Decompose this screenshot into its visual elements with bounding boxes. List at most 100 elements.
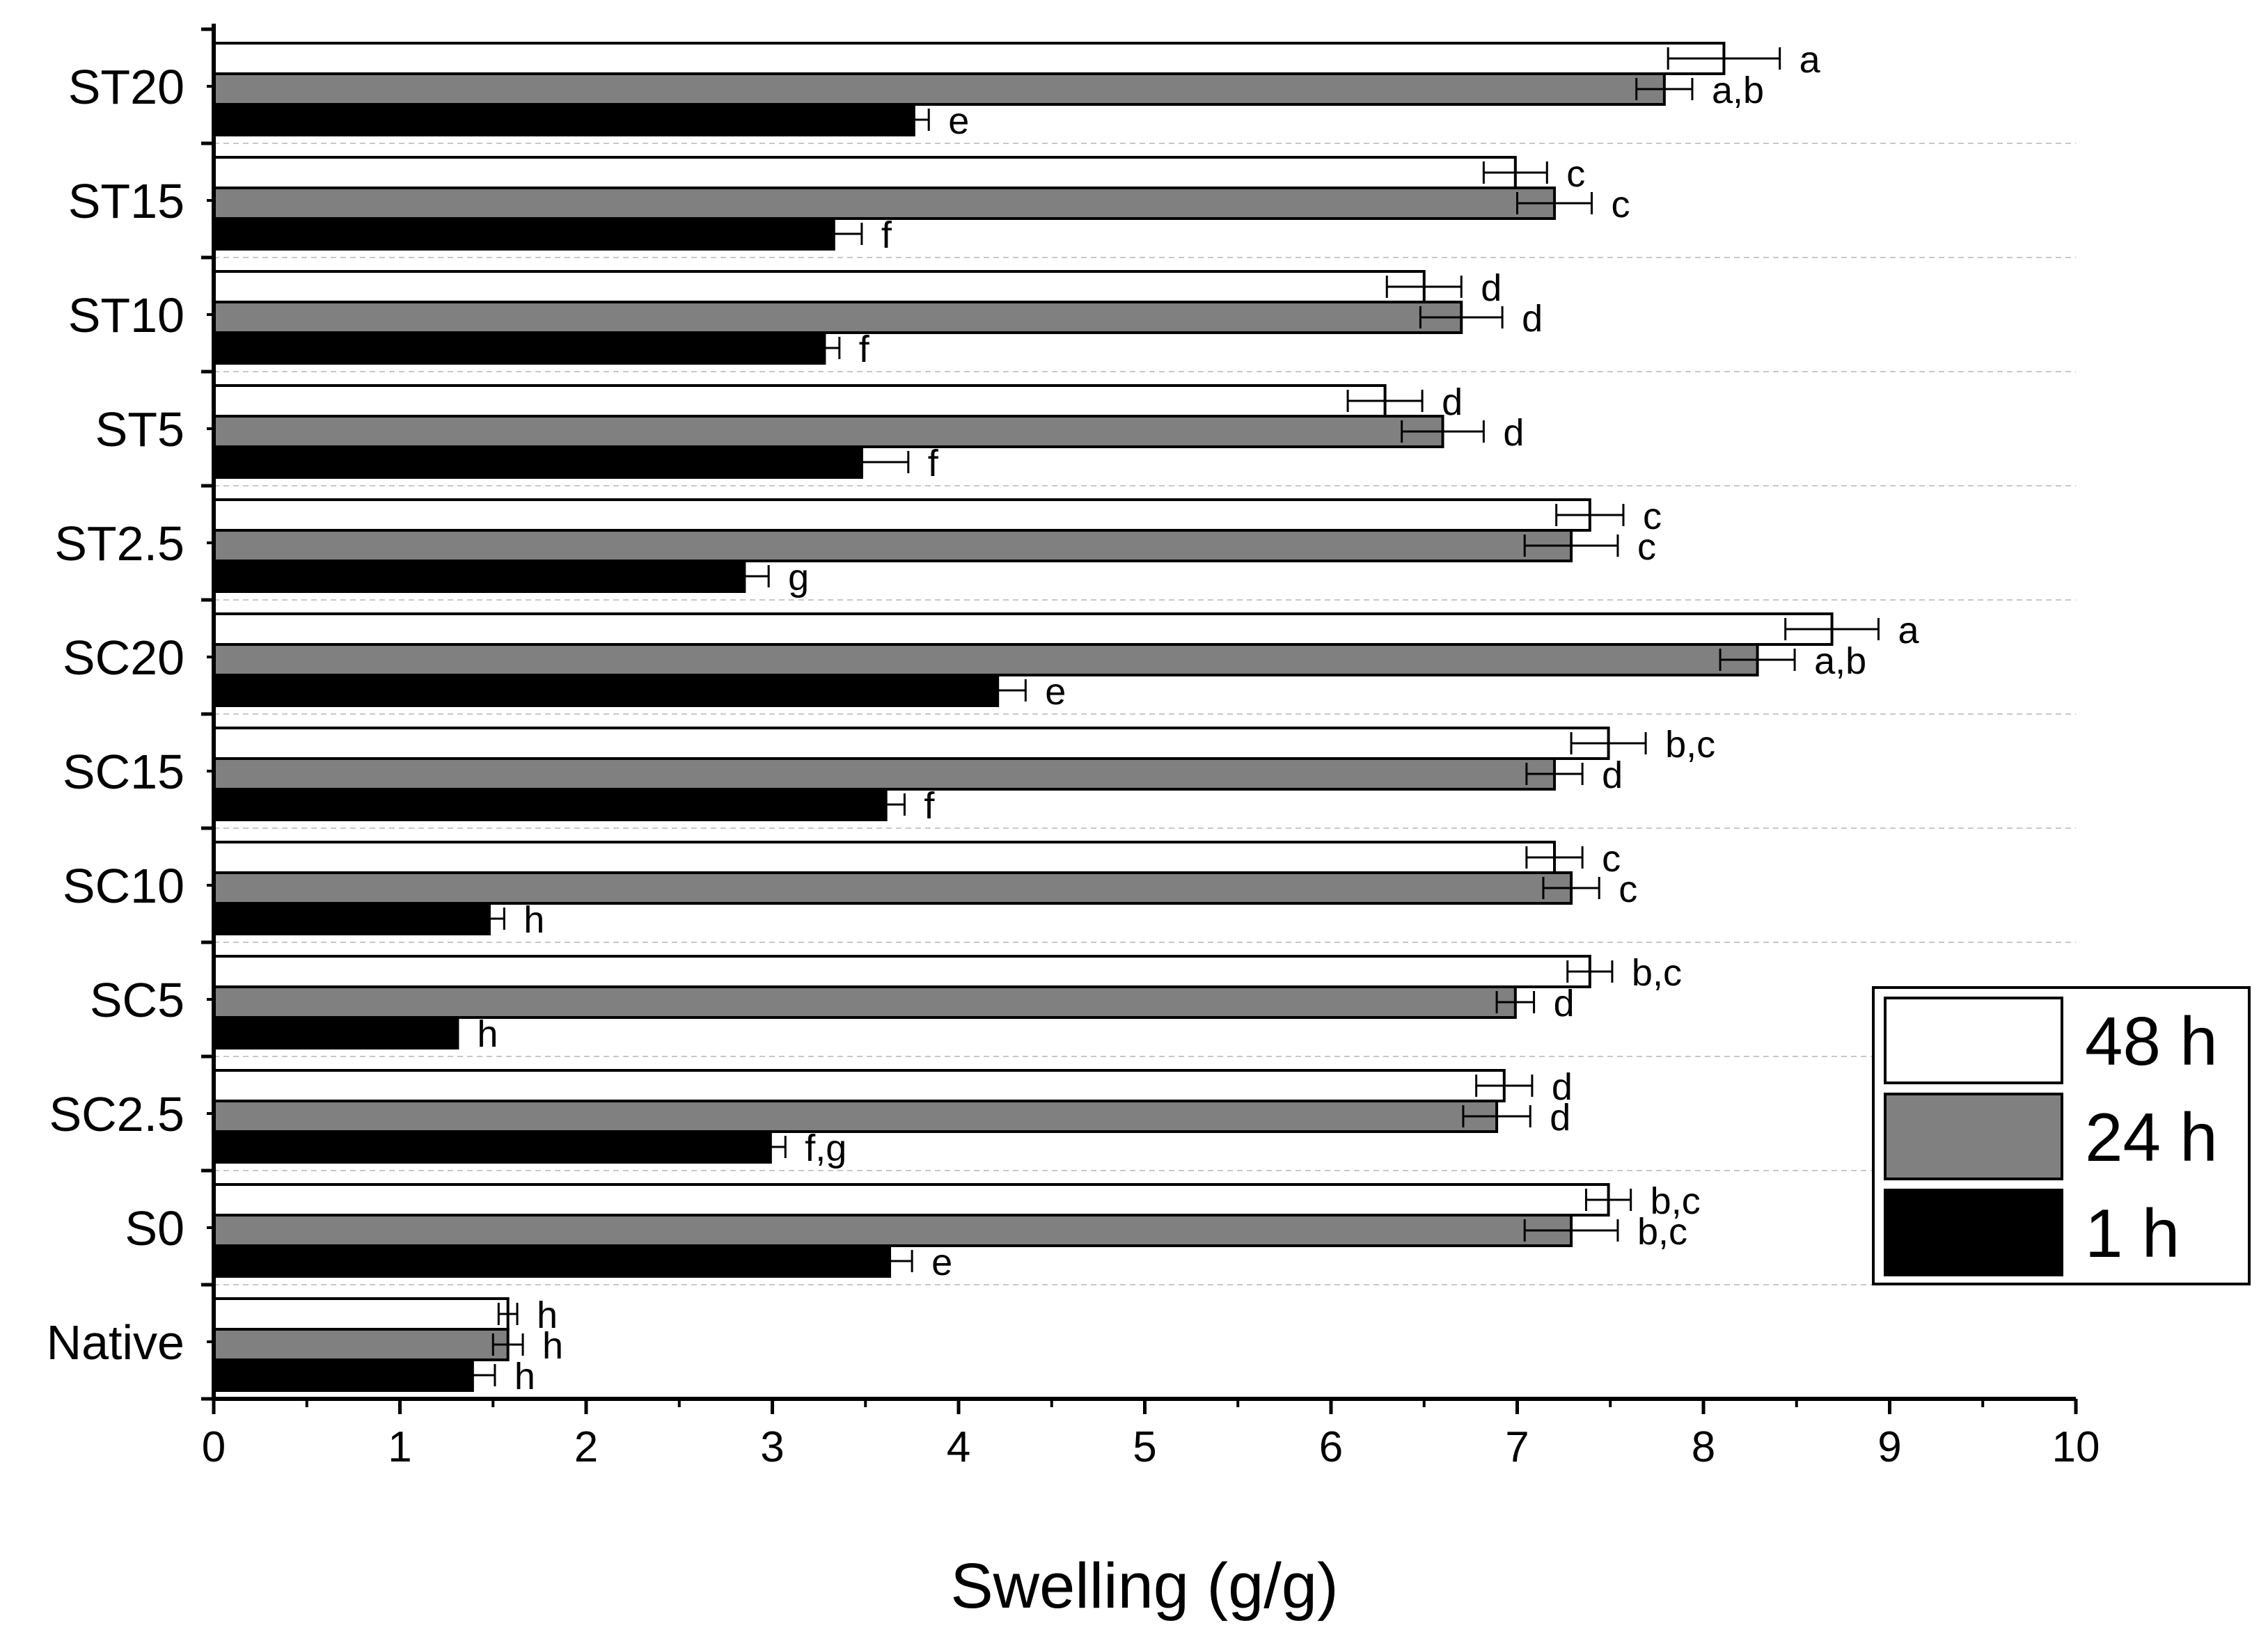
significance-letter: a,b xyxy=(1814,640,1866,682)
significance-letter: d xyxy=(1503,412,1524,454)
category-label: SC5 xyxy=(90,973,184,1027)
bar-ST20-48h xyxy=(212,42,1726,75)
significance-letter: g xyxy=(788,557,809,599)
legend-swatch xyxy=(1884,1189,2063,1276)
x-tick-label: 8 xyxy=(1692,1423,1715,1471)
bar-SC15-24h xyxy=(212,757,1556,791)
x-tick-label: 6 xyxy=(1319,1423,1343,1471)
significance-letter: a xyxy=(1800,39,1821,81)
significance-letter: b,c xyxy=(1637,1211,1687,1253)
bar-SC5-48h xyxy=(212,955,1591,988)
significance-letter: d xyxy=(1522,298,1543,340)
significance-letter: d xyxy=(1552,1066,1573,1108)
bar-S0-1h xyxy=(212,1244,892,1278)
axes: ST20 ST15 ST10 ST5 ST2.5 SC20 SC15 SC10 SC5 SC2.5… xyxy=(47,24,2100,1471)
x-tick-label: 5 xyxy=(1133,1423,1156,1471)
bar-SC15-1h xyxy=(212,788,888,821)
group-separators xyxy=(214,143,2076,1285)
significance-letter: c xyxy=(1643,496,1662,537)
legend-label: 24 h xyxy=(2085,1099,2218,1175)
bar-ST15-48h xyxy=(212,156,1517,189)
bar-Native-24h xyxy=(212,1328,510,1361)
bar-Native-48h xyxy=(212,1297,510,1331)
bar-SC20-1h xyxy=(212,674,1000,707)
significance-letter: h xyxy=(542,1325,563,1367)
significance-letter: c xyxy=(1602,838,1621,880)
x-tick-label: 4 xyxy=(947,1423,970,1471)
legend-swatch xyxy=(1884,1093,2063,1180)
category-label: Native xyxy=(47,1315,184,1370)
bars: aa,beccfddfddfccgaa,beb,cdfcchb,cdhddf,g… xyxy=(212,39,1919,1397)
category-label: SC20 xyxy=(63,631,184,685)
significance-letter: c xyxy=(1612,184,1630,225)
bar-ST5-24h xyxy=(212,415,1444,448)
legend: 48 h 24 h 1 h xyxy=(1872,986,2251,1285)
significance-letter: h xyxy=(523,899,544,941)
bar-SC10-24h xyxy=(212,871,1573,905)
significance-letter: b,c xyxy=(1665,724,1715,766)
significance-letter: e xyxy=(1045,671,1066,713)
bar-ST10-24h xyxy=(212,301,1463,334)
bar-S0-48h xyxy=(212,1183,1610,1217)
x-tick-label: 10 xyxy=(2052,1423,2100,1471)
significance-letter: f xyxy=(924,785,935,827)
significance-letter: h xyxy=(514,1356,535,1397)
x-tick-label: 0 xyxy=(202,1423,226,1471)
category-label: ST10 xyxy=(68,288,184,342)
significance-letter: d xyxy=(1554,983,1575,1024)
category-label: SC15 xyxy=(63,745,184,799)
legend-label: 1 h xyxy=(2085,1195,2180,1271)
bar-SC5-24h xyxy=(212,985,1517,1019)
bar-SC20-24h xyxy=(212,643,1759,676)
x-axis-title: Swelling (g/g) xyxy=(950,1551,1338,1622)
bar-ST2.5-1h xyxy=(212,560,746,593)
bar-SC2.5-1h xyxy=(212,1130,772,1164)
x-tick-label: 7 xyxy=(1505,1423,1529,1471)
significance-letter: a xyxy=(1898,610,1919,651)
bar-ST5-1h xyxy=(212,445,863,479)
category-label: ST20 xyxy=(68,60,184,114)
significance-letter: d xyxy=(1550,1097,1570,1139)
category-label: SC10 xyxy=(63,859,184,913)
bar-ST20-1h xyxy=(212,103,915,136)
significance-letter: d xyxy=(1442,381,1463,423)
bar-ST10-48h xyxy=(212,270,1426,303)
significance-letter: f xyxy=(881,214,892,256)
bar-SC2.5-24h xyxy=(212,1100,1499,1133)
significance-letter: f xyxy=(859,328,870,370)
legend-label: 48 h xyxy=(2085,1003,2218,1079)
x-tick-label: 3 xyxy=(760,1423,784,1471)
x-tick-label: 2 xyxy=(574,1423,598,1471)
bar-ST2.5-24h xyxy=(212,529,1573,562)
category-label: ST5 xyxy=(95,402,184,457)
bar-S0-24h xyxy=(212,1214,1573,1247)
significance-letter: d xyxy=(1602,754,1623,796)
bar-SC15-48h xyxy=(212,727,1610,760)
category-label: S0 xyxy=(125,1201,184,1255)
bar-ST15-1h xyxy=(212,217,835,251)
bar-ST5-48h xyxy=(212,384,1387,418)
significance-letter: c xyxy=(1619,869,1637,910)
bar-SC20-48h xyxy=(212,612,1834,646)
significance-letter: b,c xyxy=(1632,952,1682,994)
bar-ST2.5-48h xyxy=(212,498,1591,532)
significance-letter: h xyxy=(477,1013,498,1055)
significance-letter: c xyxy=(1637,526,1656,568)
category-label: ST2.5 xyxy=(54,516,184,571)
bar-ST20-24h xyxy=(212,72,1666,106)
significance-letter: b,c xyxy=(1651,1180,1701,1222)
bar-SC2.5-48h xyxy=(212,1069,1506,1102)
category-label: ST15 xyxy=(68,174,184,228)
bar-ST10-1h xyxy=(212,331,826,365)
significance-letter: a,b xyxy=(1712,70,1764,111)
category-label: SC2.5 xyxy=(49,1087,184,1141)
x-tick-label: 1 xyxy=(388,1423,411,1471)
bar-SC5-1h xyxy=(212,1016,459,1049)
significance-letter: f,g xyxy=(805,1127,846,1169)
significance-letter: h xyxy=(537,1294,558,1336)
significance-letter: e xyxy=(948,100,969,142)
bar-Native-1h xyxy=(212,1358,474,1392)
significance-letter: e xyxy=(931,1242,952,1283)
x-tick-label: 9 xyxy=(1877,1423,1901,1471)
